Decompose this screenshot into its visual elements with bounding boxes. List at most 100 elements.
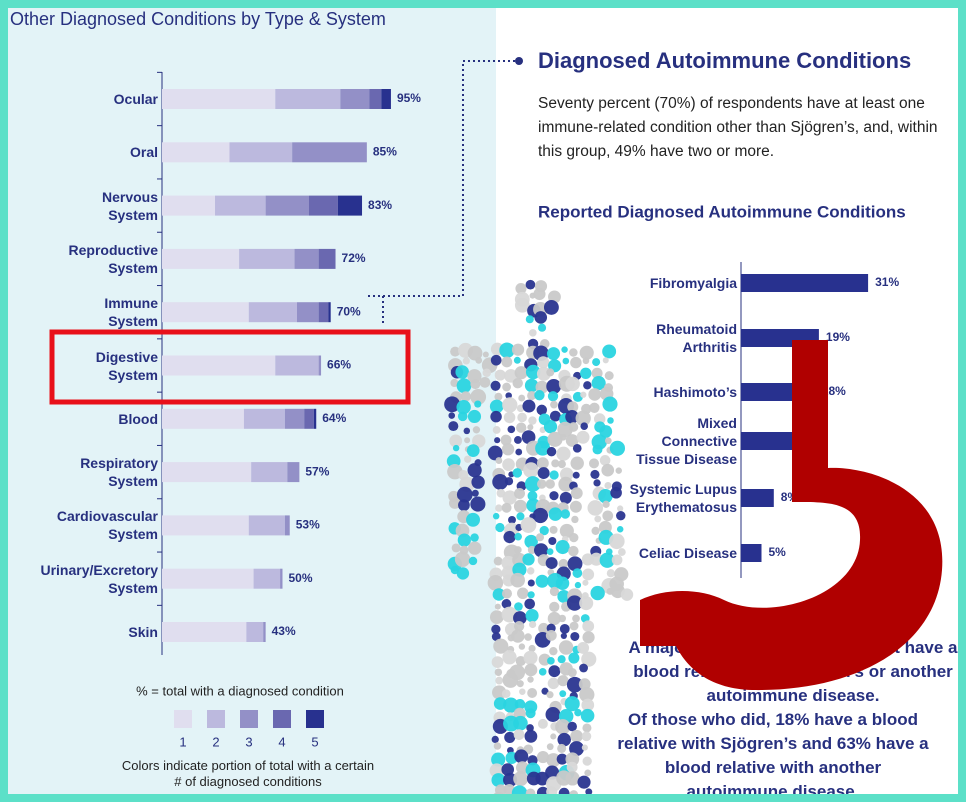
figure-dot — [582, 723, 592, 733]
figure-dot — [569, 741, 584, 757]
figure-dot — [467, 463, 482, 478]
figure-dot — [575, 410, 591, 426]
figure-dot — [604, 371, 614, 381]
figure-dot — [548, 665, 561, 678]
figure-dot — [527, 676, 534, 683]
figure-dot — [514, 602, 523, 611]
figure-dot — [502, 458, 515, 471]
figure-dot — [492, 588, 506, 601]
figure-dot — [548, 507, 563, 521]
figure-dot — [524, 663, 538, 677]
figure-dot — [593, 479, 601, 487]
figure-dot — [513, 729, 525, 740]
figure-dot — [594, 515, 602, 523]
figure-dot — [523, 462, 539, 478]
figure-dot — [569, 533, 579, 543]
figure-dot — [538, 668, 547, 676]
figure-dot — [495, 522, 505, 533]
figure-dot — [501, 356, 513, 368]
figure-dot — [536, 404, 548, 416]
figure-dot — [572, 443, 582, 453]
figure-dot — [558, 476, 574, 492]
figure-dot — [493, 638, 509, 654]
figure-dot — [495, 457, 503, 465]
bar-segment — [265, 195, 310, 216]
figure-dot — [457, 411, 468, 422]
figure-dot — [539, 525, 549, 536]
bar-segment — [162, 89, 276, 109]
figure-dot — [577, 642, 590, 654]
paragraph: Seventy percent (70%) of respondents hav… — [538, 95, 938, 160]
figure-dot — [559, 690, 567, 698]
figure-dot — [502, 490, 517, 505]
figure-dot — [504, 477, 514, 486]
category-label: Digestive System — [95, 348, 158, 383]
category-label: Urinary/Excretory System — [40, 561, 158, 596]
figure-dot — [568, 545, 579, 557]
figure-dot — [589, 552, 603, 566]
figure-dot — [458, 499, 470, 512]
figure-dot — [464, 437, 471, 444]
legend-label: 4 — [278, 734, 285, 749]
figure-dot — [501, 502, 512, 513]
bar-segment — [263, 622, 266, 642]
bar-segment — [287, 462, 300, 483]
figure-dot — [492, 426, 501, 434]
figure-dot — [524, 378, 539, 393]
figure-dot — [574, 581, 582, 589]
bar-segment — [304, 408, 314, 429]
value-label: 19% — [826, 330, 850, 344]
figure-dot — [566, 595, 583, 611]
figure-dot — [494, 392, 503, 401]
figure-dot — [534, 390, 545, 401]
figure-dot — [616, 525, 624, 533]
figure-dot — [547, 431, 563, 447]
total-label: 43% — [272, 624, 296, 638]
infographic: Other Diagnosed Conditions by Type & Sys… — [8, 8, 958, 794]
value-label: 5% — [769, 545, 787, 559]
figure-dot — [527, 424, 534, 431]
figure-dot — [501, 763, 515, 776]
figure-dot — [534, 311, 548, 324]
bar-segment — [284, 515, 290, 536]
figure-dot — [525, 609, 539, 623]
figure-dot — [470, 379, 481, 390]
figure-dot — [516, 422, 527, 433]
figure-dot — [546, 753, 561, 768]
figure-dot — [520, 517, 537, 533]
figure-dot — [546, 548, 554, 555]
figure-dot — [515, 448, 523, 456]
figure-dot — [516, 680, 524, 688]
category-label: Oral — [129, 144, 158, 161]
total-label: 70% — [337, 304, 361, 318]
figure-dot — [517, 412, 527, 423]
figure-dot — [558, 640, 574, 655]
figure-dot — [545, 557, 558, 570]
figure-dot — [468, 541, 482, 555]
figure-dot — [502, 650, 517, 665]
figure-dot — [604, 481, 612, 490]
figure-dot — [532, 507, 549, 524]
figure-dot — [557, 655, 566, 664]
figure-dot — [589, 402, 600, 413]
figure-dot — [609, 533, 625, 550]
bar — [741, 544, 762, 562]
category-label: Blood — [118, 410, 158, 427]
figure-dot — [527, 579, 535, 587]
bar-segment — [162, 462, 252, 483]
figure-dot — [555, 719, 571, 735]
figure-dot — [592, 444, 603, 455]
figure-dot — [565, 752, 580, 767]
figure-dot — [582, 568, 595, 581]
figure-dot — [602, 357, 609, 364]
figure-dot — [501, 599, 512, 609]
figure-dot — [582, 620, 595, 633]
figure-dot — [514, 488, 526, 500]
figure-dot — [535, 574, 549, 588]
figure-dot — [591, 376, 606, 391]
figure-dot — [493, 742, 502, 750]
right-title: Reported Diagnosed Autoimmune Conditions — [538, 202, 906, 221]
figure-dot — [522, 553, 535, 566]
figure-dot — [579, 686, 595, 703]
